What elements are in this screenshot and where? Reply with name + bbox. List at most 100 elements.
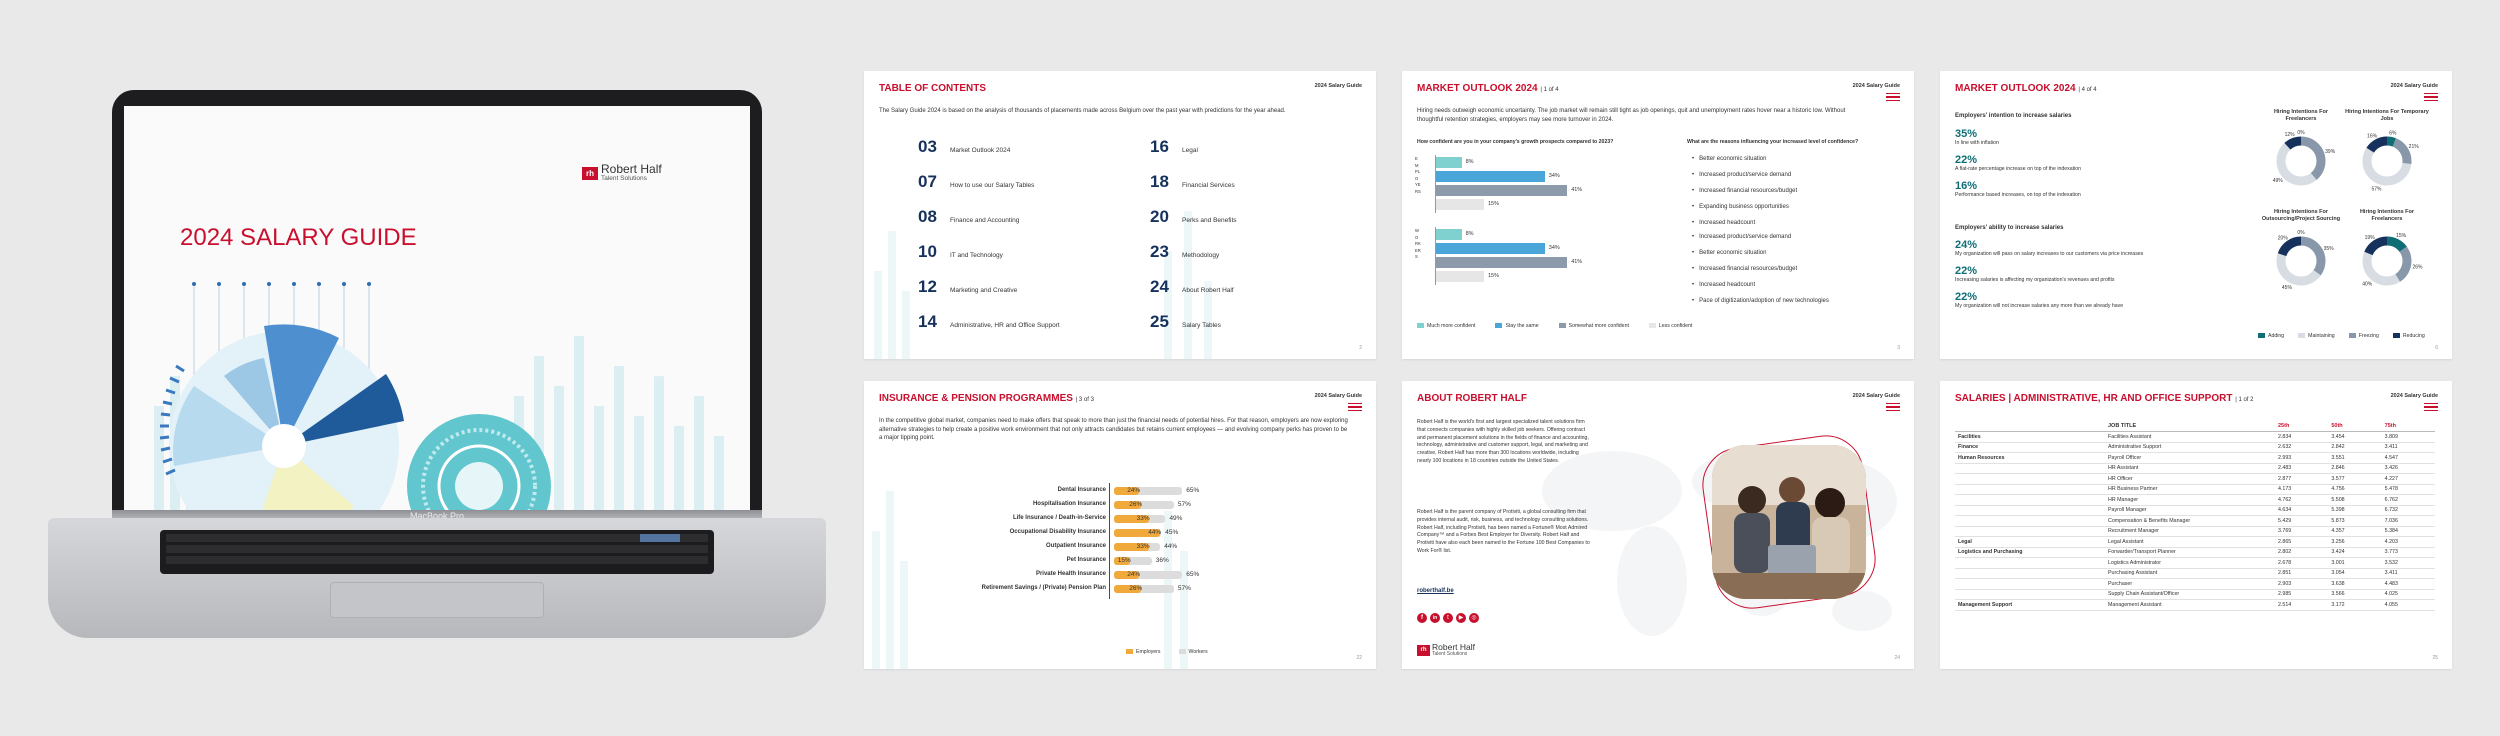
cell-job-title: HR Manager [2105,494,2275,506]
table-row: Finance Administrative Support 2.632 2.842 3… [1955,442,2435,453]
toc-item-label: Salary Tables [1182,322,1221,329]
table-row: Logistics and Purchasing Forwarder/Transp… [1955,547,2435,558]
mo4-legend: Adding Maintaining Freezing Reducing [2258,333,2425,341]
confidence-bar-label: 15% [1488,201,1500,207]
menu-icon[interactable] [1348,403,1362,413]
facebook-icon[interactable]: f [1417,613,1427,623]
stat-item: 22% A flat-rate percentage increase on to… [1955,154,2205,174]
page-number: 6 [2435,345,2438,351]
cell-25th: 2.834 [2275,431,2329,443]
legend-item: Workers [1178,649,1208,657]
table-row: HR Officer 2.877 3.577 4.227 [1955,473,2435,485]
menu-icon[interactable] [1886,93,1900,103]
donut-slice-label: 39% [2325,149,2336,155]
toc-item[interactable]: 07 How to use our Salary Tables [918,172,1034,192]
mo4-title-text: MARKET OUTLOOK 2024 [1955,83,2076,94]
toc-item[interactable]: 12 Marketing and Creative [918,277,1017,297]
salary-table-body: Facilities Facilities Assistant 2.834 3.454… [1955,431,2435,611]
insurance-name: Life Insurance / Death-in-Service [1012,515,1106,521]
cell-75th: 6.762 [2381,494,2435,506]
confidence-bar [1436,199,1484,210]
cell-75th: 4.483 [2381,578,2435,590]
confidence-bar [1436,229,1462,240]
insurance-name: Outpatient Insurance [1045,543,1106,549]
mo4-stats-2: 24% My organization will pass on salary i… [1955,239,2215,310]
ins-intro: In the competitive global market, compan… [879,418,1348,442]
mo1-title: MARKET OUTLOOK 2024 | 1 of 4 [1417,83,1559,94]
stat-pct: 22% [1955,290,1978,303]
stat-item: 16% Performance based increases, on top o… [1955,180,2205,200]
table-row: Recruitment Manager 3.769 4.357 5.384 [1955,526,2435,537]
toc-item[interactable]: 24 About Robert Half [1150,277,1234,297]
toc-item[interactable]: 16 Legal [1150,137,1198,157]
cell-50th: 4.357 [2328,526,2382,537]
toc-item[interactable]: 03 Market Outlook 2024 [918,137,1010,157]
slide-market-outlook-1: MARKET OUTLOOK 2024 | 1 of 4 2024 Salary… [1402,71,1914,359]
donut-slice [2276,136,2326,186]
table-row: Human Resources Payroll Officer 2.993 3.551… [1955,452,2435,464]
mo4-subtitle-text: 4 of 4 [2081,87,2097,93]
toc-item[interactable]: 23 Methodology [1150,242,1219,262]
stat-pct: 22% [1955,264,1978,277]
toc-title: TABLE OF CONTENTS [879,83,987,94]
donut-svg: 0% 39% 49% 12% [2273,130,2336,186]
toc-item[interactable]: 25 Salary Tables [1150,312,1221,332]
cell-50th: 3.256 [2328,536,2382,548]
workers-value: 65% [1186,571,1200,578]
toc-item[interactable]: 14 Administrative, HR and Office Support [918,312,1060,332]
cover-radial-slice-1 [264,324,339,446]
table-row: Compensation & Benefits Manager 5.429 5.87… [1955,515,2435,527]
workers-value: 49% [1169,515,1183,522]
mo1-axis-1 [1435,155,1436,213]
reason-item: Pace of digitization/adoption of new tec… [1692,293,1829,309]
cell-job-title: Recruitment Manager [2105,526,2275,537]
about-website-link[interactable]: roberthalf.be [1417,588,1454,594]
col-job-title: JOB TITLE [2105,421,2275,432]
toc-item[interactable]: 08 Finance and Accounting [918,207,1019,227]
menu-icon[interactable] [1886,403,1900,413]
cell-job-title: Payroll Officer [2105,452,2275,464]
cell-category: Finance [1955,442,2105,453]
employers-value: 24% [1127,487,1141,494]
insurance-name: Pet Insurance [1066,557,1106,563]
cell-category: Facilities [1955,431,2105,443]
workers-value: 45% [1165,529,1179,536]
laptop-keyboard [160,530,714,574]
donut-svg: 0% 35% 45% 20% [2276,230,2334,291]
toc-item[interactable]: 10 IT and Technology [918,242,1003,262]
instagram-icon[interactable]: ◎ [1469,613,1479,623]
guide-label: 2024 Salary Guide [2390,393,2438,399]
workers-value: 44% [1164,543,1178,550]
donut-slice-label: 6% [2389,131,2397,137]
toc-item[interactable]: 18 Financial Services [1150,172,1235,192]
laptop-trackpad [330,582,544,618]
legend-item: Maintaining [2298,333,2335,341]
insurance-name: Dental Insurance [1057,487,1106,493]
stat-item: 22% Increasing salaries is affecting my o… [1955,265,2215,285]
menu-icon[interactable] [2424,403,2438,413]
cell-category [1955,589,2105,600]
stat-desc: My organization will pass on salary incr… [1955,251,2144,257]
mo1-group1-label: EMPLOYERS [1415,156,1421,194]
menu-icon[interactable] [2424,93,2438,103]
employers-value: 33% [1136,543,1150,550]
confidence-bar-label: 41% [1571,259,1583,265]
donut-slice [2362,136,2412,186]
cell-job-title: Payroll Manager [2105,505,2275,516]
cover-radial-slice-4 [173,386,284,466]
employers-value: 26% [1129,585,1143,592]
twitter-icon[interactable]: t [1443,613,1453,623]
table-row: HR Assistant 2.483 2.846 3.426 [1955,463,2435,474]
cell-job-title: HR Business Partner [2105,484,2275,495]
mo1-legend: Much more confident Stay the same Somewh… [1417,323,1692,331]
mo1-group2-label: WORKERS [1415,228,1421,259]
toc-item[interactable]: 20 Perks and Benefits [1150,207,1237,227]
donut-slice [2362,236,2412,286]
slide-about-robert-half: ABOUT ROBERT HALF 2024 Salary Guide Robe… [1402,381,1914,669]
linkedin-icon[interactable]: in [1430,613,1440,623]
cell-category [1955,494,2105,506]
cover-brand-sub: Talent Solutions [601,175,647,182]
youtube-icon[interactable]: ▶ [1456,613,1466,623]
cell-75th: 3.411 [2381,568,2435,579]
donut-title: Hiring Intentions For Freelancers [2359,209,2415,223]
